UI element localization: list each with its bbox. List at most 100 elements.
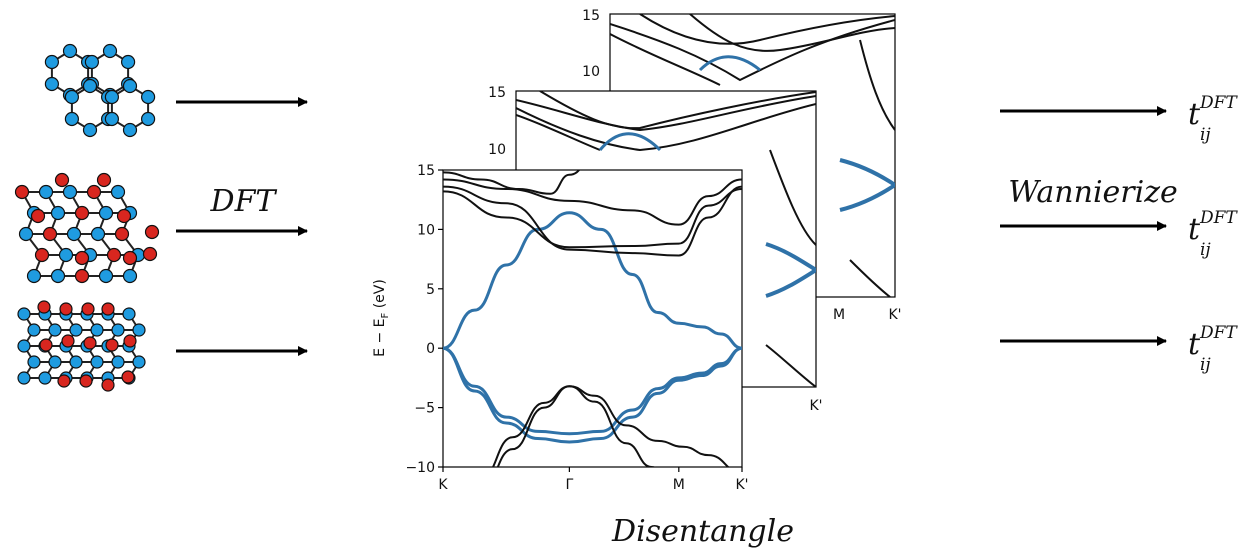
y-tick-label: 15	[417, 163, 435, 179]
atom	[86, 184, 102, 200]
band-structure-chart: −10 −5 0 5 10 15 K Γ M K' E − EF (eV)	[372, 163, 749, 493]
atom	[105, 338, 119, 352]
wannier-band-line	[443, 346, 742, 444]
hopping-label-2: t ij DFT	[1188, 208, 1238, 260]
atom	[18, 226, 34, 242]
plot-area	[442, 169, 743, 468]
atom	[123, 334, 137, 348]
dft-band-line	[491, 385, 730, 467]
svg-text:K': K'	[809, 398, 822, 414]
hopping-label-3: t ij DFT	[1188, 323, 1238, 375]
svg-text:15: 15	[488, 85, 506, 101]
y-tick-label: 10	[417, 222, 435, 238]
atom	[98, 268, 114, 284]
atom	[121, 370, 135, 384]
atom	[101, 302, 115, 316]
atom	[90, 323, 104, 337]
atom	[74, 205, 90, 221]
atom	[106, 247, 122, 263]
atom	[98, 205, 114, 221]
y-axis-label: E − EF (eV)	[372, 279, 391, 357]
atom	[48, 355, 62, 369]
atom	[44, 54, 60, 70]
atom	[84, 54, 100, 70]
atom	[50, 268, 66, 284]
svg-text:ij: ij	[1200, 240, 1211, 260]
svg-text:DFT: DFT	[1199, 208, 1238, 228]
atom	[64, 89, 80, 105]
atom	[54, 172, 70, 188]
y-tick-label: −5	[414, 401, 435, 417]
atom	[140, 111, 156, 127]
atom	[17, 371, 31, 385]
hopping-label-1: t ij DFT	[1188, 93, 1238, 145]
atom	[101, 378, 115, 392]
atom	[122, 307, 136, 321]
svg-text:t: t	[1188, 212, 1201, 247]
atom	[142, 246, 158, 262]
atom	[132, 323, 146, 337]
atom	[122, 78, 138, 94]
atom	[79, 374, 93, 388]
atom	[27, 323, 41, 337]
atom	[104, 111, 120, 127]
atom	[82, 78, 98, 94]
atom	[81, 302, 95, 316]
lattice-structure-2	[14, 172, 160, 284]
atom	[59, 302, 73, 316]
atom	[62, 43, 78, 59]
k-point-label: M	[673, 477, 685, 493]
wannier-band-line	[443, 211, 742, 350]
dft-band-line	[496, 385, 656, 467]
atom	[111, 355, 125, 369]
atom	[120, 54, 136, 70]
atom	[42, 226, 58, 242]
atom	[66, 226, 82, 242]
atom	[34, 247, 50, 263]
atom	[48, 323, 62, 337]
svg-text:M: M	[833, 307, 845, 323]
atom	[14, 184, 30, 200]
atom	[110, 184, 126, 200]
svg-text:ij: ij	[1200, 355, 1211, 375]
atom	[69, 323, 83, 337]
atom	[144, 224, 160, 240]
atom	[96, 172, 112, 188]
k-point-label: K'	[735, 477, 748, 493]
svg-text:10: 10	[488, 142, 506, 158]
atom	[122, 268, 138, 284]
svg-text:DFT: DFT	[1199, 323, 1238, 343]
atom	[38, 184, 54, 200]
atom	[27, 355, 41, 369]
atom	[62, 184, 78, 200]
atom	[90, 355, 104, 369]
atom	[17, 339, 31, 353]
atom	[132, 355, 146, 369]
atom	[122, 250, 138, 266]
svg-text:ij: ij	[1200, 125, 1211, 145]
atom	[39, 338, 53, 352]
atom	[61, 334, 75, 348]
svg-text:t: t	[1188, 97, 1201, 132]
atom	[26, 268, 42, 284]
atom	[74, 250, 90, 266]
y-tick-label: 5	[426, 282, 435, 298]
atom	[104, 89, 120, 105]
dft-label: DFT	[210, 184, 278, 219]
atom	[122, 122, 138, 138]
atom	[17, 307, 31, 321]
atom	[116, 208, 132, 224]
dft-band-line	[443, 178, 742, 226]
y-tick-label: −10	[405, 460, 435, 476]
atom	[58, 247, 74, 263]
k-point-label: Γ	[565, 477, 573, 493]
atom	[57, 374, 71, 388]
dft-band-line	[443, 185, 742, 257]
atom	[37, 300, 51, 314]
atom	[64, 111, 80, 127]
lattice-structure-1	[44, 43, 156, 138]
dft-band-line	[443, 170, 581, 195]
y-tick-label: 0	[426, 341, 435, 357]
lattice-structures	[14, 43, 160, 392]
